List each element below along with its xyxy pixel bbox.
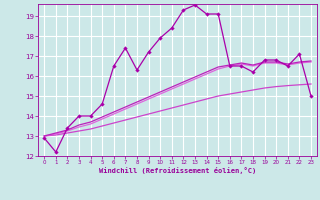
X-axis label: Windchill (Refroidissement éolien,°C): Windchill (Refroidissement éolien,°C) <box>99 167 256 174</box>
